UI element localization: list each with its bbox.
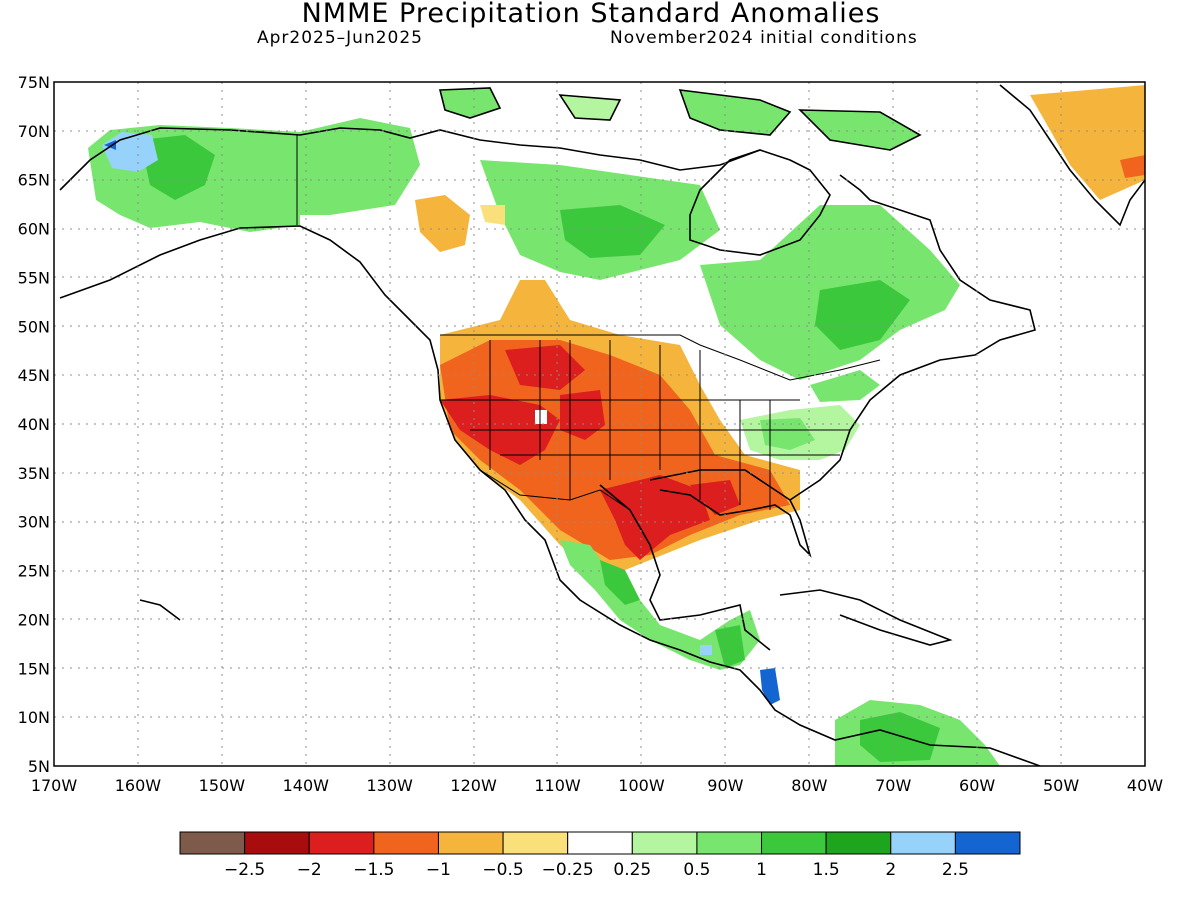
colorbar-label: −2: [297, 860, 322, 880]
anomaly-region: [815, 280, 910, 350]
anomaly-region: [140, 135, 215, 200]
grid: [54, 82, 1145, 766]
lat-tick-label: 15N: [18, 659, 50, 678]
lon-tick-label: 100W: [618, 776, 665, 795]
colorbar: [179, 831, 1021, 855]
lat-tick-label: 45N: [18, 366, 50, 385]
lon-tick-label: 160W: [115, 776, 162, 795]
lon-tick-label: 50W: [1043, 776, 1079, 795]
anomaly-region: [1120, 155, 1145, 178]
lon-tick-label: 90W: [707, 776, 743, 795]
anomaly-region: [860, 712, 940, 762]
lon-tick-label: 80W: [791, 776, 827, 795]
colorbar-swatch: [437, 831, 504, 855]
plot-frame: [53, 81, 1146, 767]
anomaly-region: [810, 370, 880, 402]
lat-tick-label: 5N: [28, 757, 50, 776]
colorbar-label: −0.25: [542, 860, 594, 880]
lat-tick-label: 60N: [18, 220, 50, 239]
initial-conditions: November2024 initial conditions: [610, 28, 918, 48]
lon-tick-label: 140W: [283, 776, 330, 795]
lon-tick-label: 60W: [959, 776, 995, 795]
lat-tick-label: 50N: [18, 317, 50, 336]
anomaly-region: [104, 140, 116, 150]
colorbar-swatch: [825, 831, 892, 855]
anomaly-region: [535, 410, 547, 424]
colorbar-swatch: [696, 831, 763, 855]
anomaly-region: [1030, 85, 1145, 200]
anomaly-region: [715, 625, 745, 668]
anomaly-region: [760, 668, 780, 705]
borders: [296, 135, 881, 511]
lat-tick-label: 10N: [18, 708, 50, 727]
anomaly-region: [560, 540, 760, 670]
anomaly-region: [440, 88, 500, 118]
colorbar-label: 2.5: [942, 860, 969, 880]
colorbar-swatch: [308, 831, 375, 855]
colorbar-label: −1.5: [353, 860, 394, 880]
longitude-labels: 170W 160W 150W 140W 130W 120W 110W 100W 90W 80W 70…: [31, 776, 1163, 795]
lat-tick-label: 55N: [18, 268, 50, 287]
colorbar-label: −2.5: [224, 860, 265, 880]
lon-tick-label: 150W: [199, 776, 246, 795]
colorbar-swatch: [567, 831, 633, 855]
anomaly-region: [760, 418, 815, 450]
lat-tick-label: 40N: [18, 415, 50, 434]
colorbar-label: 0.25: [613, 860, 651, 880]
colorbar-label: −0.5: [482, 860, 523, 880]
lat-tick-label: 70N: [18, 122, 50, 141]
lat-tick-label: 65N: [18, 171, 50, 190]
anomaly-region: [300, 118, 420, 215]
lon-tick-label: 40W: [1127, 776, 1163, 795]
map-title: NMME Precipitation Standard Anomalies: [301, 0, 881, 29]
colorbar-label: −1: [426, 860, 451, 880]
anomaly-region: [600, 475, 710, 560]
colorbar-swatch: [179, 831, 246, 855]
colorbar-label: 0.5: [683, 860, 710, 880]
lon-tick-label: 130W: [367, 776, 414, 795]
anomaly-region: [560, 390, 605, 440]
lat-tick-label: 25N: [18, 562, 50, 581]
anomaly-region: [505, 345, 585, 390]
colorbar-swatch: [502, 831, 569, 855]
colorbar-swatch: [890, 831, 956, 855]
colorbar-swatch: [761, 831, 827, 855]
colorbar-labels: −2.5 −2 −1.5 −1 −0.5 −0.25 0.25 0.5 1 1.5 2 2.5: [224, 860, 969, 880]
lat-tick-label: 35N: [18, 464, 50, 483]
colorbar-label: 1.5: [813, 860, 840, 880]
lon-tick-label: 70W: [875, 776, 911, 795]
lon-tick-label: 110W: [534, 776, 581, 795]
colorbar-swatch: [631, 831, 698, 855]
lon-tick-label: 170W: [31, 776, 78, 795]
anomaly-region: [700, 645, 712, 655]
anomaly-region: [690, 480, 740, 515]
anomaly-region: [480, 205, 505, 225]
colorbar-swatch: [244, 831, 310, 855]
colorbar-swatch: [954, 831, 1021, 855]
map-area: [54, 82, 1145, 766]
colorbar-label: 1: [756, 860, 767, 880]
latitude-labels: 75N 70N 65N 60N 55N 50N 45N 40N 35N 30N 25N 20N 15N 1…: [18, 73, 50, 776]
anomaly-region: [415, 195, 470, 252]
anomaly-region: [600, 560, 640, 605]
lon-tick-label: 120W: [450, 776, 497, 795]
colorbar-label: 2: [885, 860, 896, 880]
anomaly-region: [560, 95, 620, 120]
lat-tick-label: 20N: [18, 610, 50, 629]
forecast-period: Apr2025–Jun2025: [257, 28, 423, 48]
lat-tick-label: 30N: [18, 513, 50, 532]
anomaly-region: [560, 205, 665, 258]
lat-tick-label: 75N: [18, 73, 50, 92]
colorbar-swatch: [373, 831, 439, 855]
